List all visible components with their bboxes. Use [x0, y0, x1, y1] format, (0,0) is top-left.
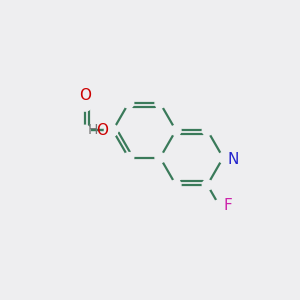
Text: O: O [97, 123, 109, 138]
Circle shape [124, 98, 134, 108]
Circle shape [124, 152, 134, 163]
Circle shape [155, 98, 165, 108]
Circle shape [171, 125, 181, 136]
Circle shape [202, 180, 212, 190]
Circle shape [79, 98, 92, 111]
Circle shape [171, 180, 181, 190]
Circle shape [104, 124, 118, 137]
Circle shape [218, 152, 228, 163]
Circle shape [80, 125, 90, 136]
Circle shape [213, 200, 226, 213]
Text: H: H [87, 123, 98, 137]
Circle shape [202, 125, 212, 136]
Text: N: N [228, 152, 239, 166]
Text: F: F [223, 198, 232, 213]
Circle shape [155, 152, 165, 163]
Circle shape [108, 125, 118, 136]
Text: O: O [79, 88, 91, 103]
